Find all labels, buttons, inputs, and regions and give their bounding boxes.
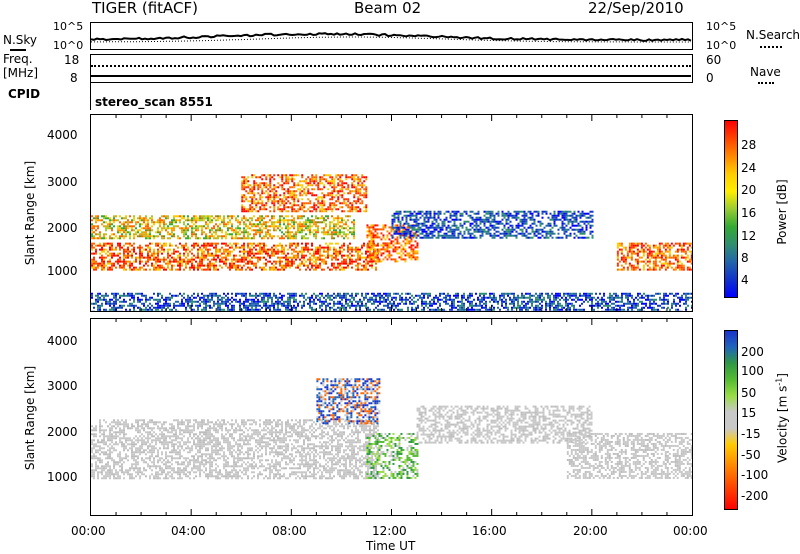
power-heatmap	[91, 115, 692, 311]
nave-legend-line	[758, 82, 774, 84]
power-ytick-1000: 1000	[47, 264, 78, 278]
xaxis-label: Time UT	[366, 539, 416, 553]
xtick-2000: 20:00	[573, 524, 608, 538]
power-cbar-tick-4: 4	[741, 273, 749, 287]
nave-tick-bottom: 0	[706, 71, 714, 85]
power-cbar-tick-12: 12	[741, 229, 757, 243]
vel-cbar-label: Velocity [m s-1]	[774, 373, 790, 463]
vel-cbar-tick-50: 50	[741, 386, 757, 400]
velocity-colorbar	[724, 330, 738, 510]
power-cbar-tick-20: 20	[741, 183, 757, 197]
nave-label: Nave	[750, 65, 781, 79]
power-cbar-tick-16: 16	[741, 206, 757, 220]
xtick-2400: 00:00	[673, 524, 708, 538]
xtick-1600: 16:00	[472, 524, 507, 538]
nsearch-tick-top: 10^5	[706, 20, 737, 33]
power-echo-region	[91, 215, 355, 240]
power-ylabel: Slant Range [km]	[23, 160, 37, 266]
xtick-0000: 00:00	[71, 524, 106, 538]
power-echo-region	[391, 210, 594, 239]
nsearch-tick-bottom: 10^0	[706, 39, 737, 52]
date-title: 22/Sep/2010	[588, 0, 684, 17]
xtick-1200: 12:00	[372, 524, 407, 538]
vel-ytick-1000: 1000	[47, 470, 78, 484]
vel-cbar-tick-200: 200	[741, 345, 764, 359]
freq-nave-dotted-line	[91, 65, 691, 67]
nsky-panel	[90, 22, 693, 50]
vel-cbar-tick-neg200: -200	[741, 489, 769, 503]
nsky-trace	[91, 32, 692, 43]
power-ytick-4000: 4000	[47, 128, 78, 142]
nsky-tick-top: 10^5	[53, 20, 84, 33]
vel-cbar-label-main: Velocity [m s	[775, 385, 790, 463]
power-ytick-2000: 2000	[47, 221, 78, 235]
velocity-echo-region	[91, 419, 379, 480]
velocity-echo-region	[566, 432, 692, 479]
cpid-label: CPID	[8, 87, 41, 101]
nave-tick-top: 60	[706, 53, 722, 67]
power-cbar-tick-24: 24	[741, 161, 757, 175]
nsky-tick-bottom: 10^0	[53, 39, 84, 52]
cpid-value: stereo_scan 8551	[95, 95, 213, 109]
cpid-divider	[90, 83, 91, 110]
xtick-0800: 08:00	[272, 524, 307, 538]
xtick-0400: 04:00	[171, 524, 206, 538]
power-echo-region	[91, 242, 379, 271]
freq-label: Freq.	[3, 52, 33, 66]
power-echo-region	[616, 242, 692, 271]
power-cbar-label: Power [dB]	[775, 179, 789, 245]
vel-cbar-tick-100: 100	[741, 364, 764, 378]
vel-cbar-tick-neg50: -50	[741, 448, 761, 462]
freq-tick-bottom: 8	[70, 71, 78, 85]
power-ytick-3000: 3000	[47, 175, 78, 189]
velocity-echo-region	[416, 405, 593, 444]
power-colorbar	[724, 120, 738, 298]
freq-unit-label: [MHz]	[3, 66, 39, 80]
nsearch-legend-line	[760, 46, 782, 48]
nsky-label: N.Sky	[3, 33, 38, 47]
nsearch-label: N.Search	[746, 28, 800, 42]
station-title: TIGER (fitACF)	[92, 0, 199, 17]
freq-solid-line	[91, 75, 691, 77]
velocity-echo-region	[316, 378, 381, 425]
vel-ytick-3000: 3000	[47, 379, 78, 393]
power-cbar-tick-28: 28	[741, 138, 757, 152]
power-echo-region	[241, 174, 368, 213]
power-echo-region	[91, 292, 692, 311]
velocity-echo-region	[366, 432, 419, 479]
freq-tick-top: 18	[64, 53, 80, 67]
power-echo-region	[366, 224, 419, 263]
vel-ytick-4000: 4000	[47, 334, 78, 348]
vel-cbar-tick-neg100: -100	[741, 468, 769, 482]
nsky-legend-line	[10, 49, 26, 51]
power-panel	[90, 114, 693, 312]
freq-panel	[90, 54, 693, 83]
velocity-heatmap	[91, 319, 692, 515]
beam-title: Beam 02	[354, 0, 422, 17]
velocity-panel	[90, 318, 693, 516]
power-cbar-tick-8: 8	[741, 251, 749, 265]
vel-cbar-tick-neg15: -15	[741, 427, 761, 441]
vel-cbar-label-end: ]	[775, 373, 790, 378]
vel-cbar-label-sup: -1	[774, 377, 784, 386]
vel-ytick-2000: 2000	[47, 425, 78, 439]
vel-cbar-tick-15: 15	[741, 406, 757, 420]
vel-ylabel: Slant Range [km]	[23, 365, 37, 471]
